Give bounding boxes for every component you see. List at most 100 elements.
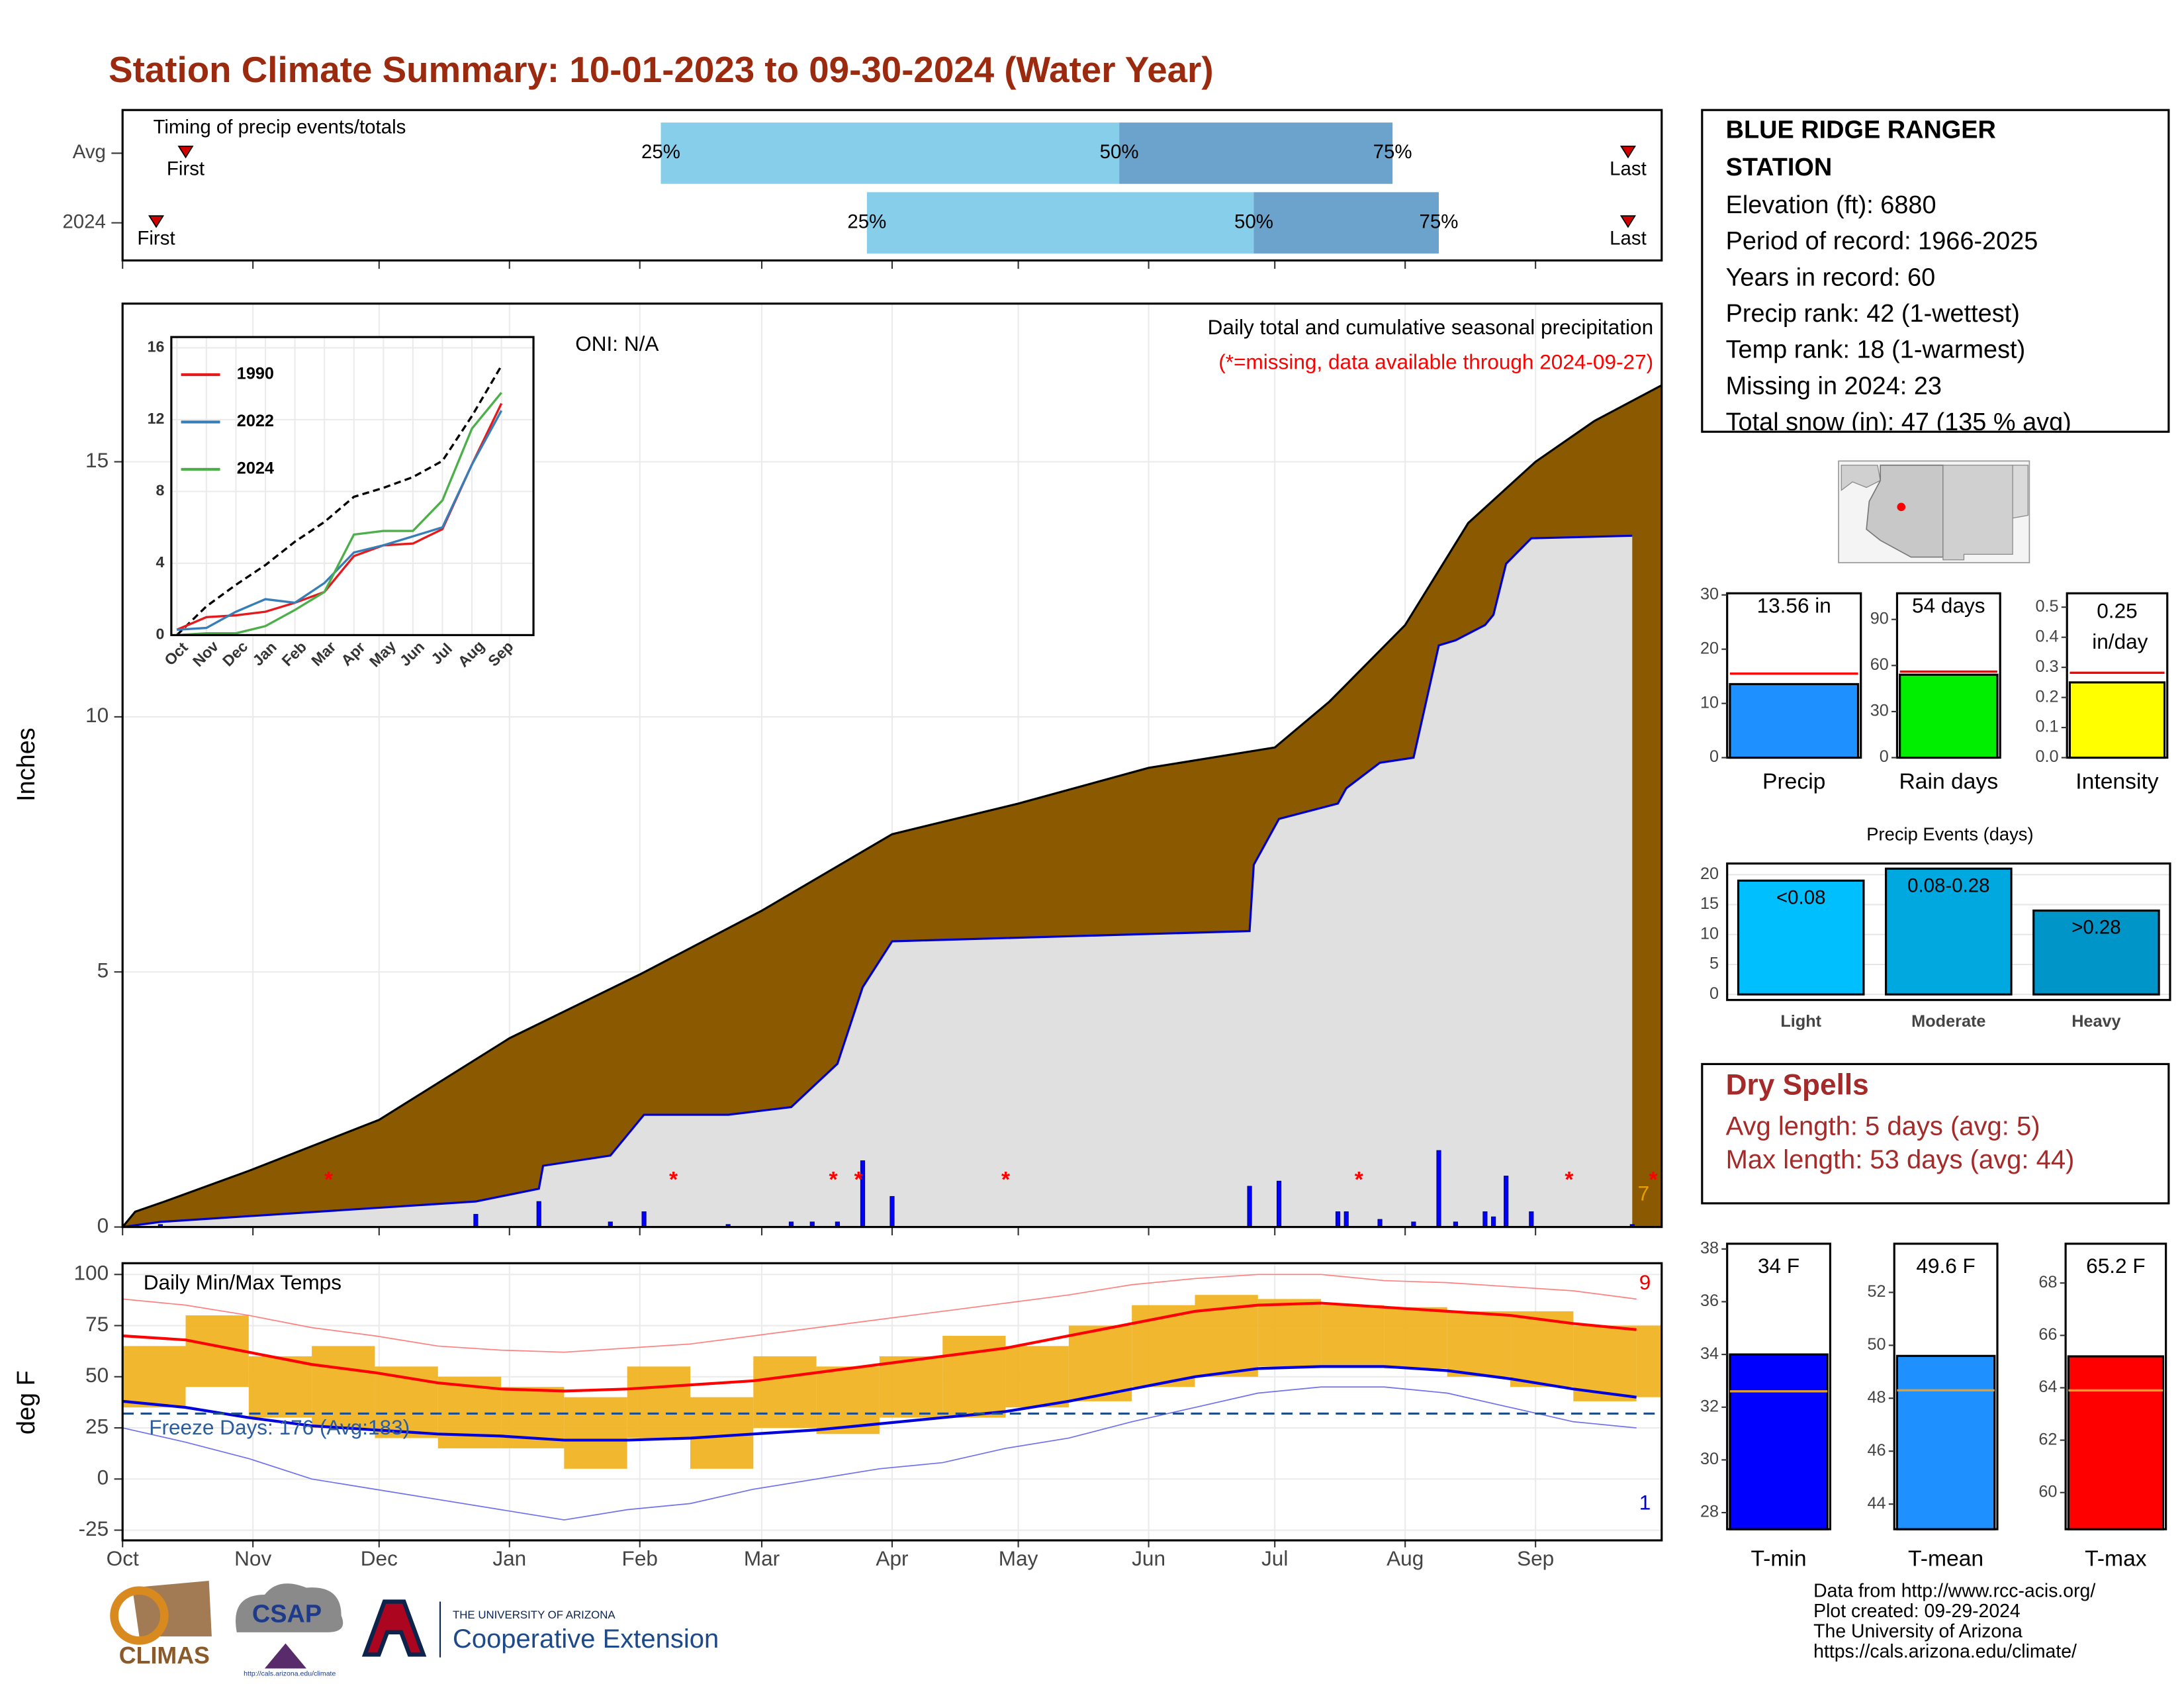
daily-bar [1377,1219,1383,1228]
chart-title: Daily Min/Max Temps [144,1270,341,1294]
info-line: Temp rank: 18 (1-warmest) [1725,336,2026,364]
daily-bar [1343,1211,1349,1228]
panel-frame [1726,862,2171,1002]
y-tick-label: 38 [1700,1239,1719,1257]
panel-frame [121,303,1663,1229]
dry-spells: Dry Spells Avg length: 5 days (avg: 5)Max… [1705,1064,2165,1178]
x-tick-label: May [366,637,399,670]
y-tick-label: 46 [1868,1441,1886,1460]
info-line: Precip rank: 42 (1-wettest) [1725,299,2020,328]
y-tick-label: 0.5 [2035,597,2058,616]
logos: CLIMAS CSAP http://cals.arizona.edu/clim… [110,1580,719,1678]
dry-spells-content: Dry Spells Avg length: 5 days (avg: 5) Max… [1705,1064,2165,1178]
daily-bar [1491,1216,1496,1228]
y-tick-label: 20 [1700,865,1719,883]
y-axis-label: Inches [13,727,40,802]
y-tick-label: 25 [85,1414,109,1438]
info-line: Missing in 2024: 23 [1725,371,1942,400]
panel-frame [121,1262,1663,1542]
info-line: Period of record: 1966-2025 [1725,226,2038,256]
footer-line: Data from http://www.rcc-acis.org/ [1813,1580,2095,1601]
missing-marker: * [669,1168,678,1192]
value-label: 0.25 in/day [2086,599,2148,653]
temp-range-bar [1636,1325,1662,1397]
daily-bar [1529,1211,1534,1228]
x-tick-label: Sep [484,637,516,669]
y-tick-label: 44 [1868,1494,1886,1513]
value-label: 49.6 F [1916,1254,1975,1278]
quantile-label: 25% [847,211,886,232]
y-tick-label: 10 [1700,924,1719,943]
bar-label: >0.28 [2071,917,2121,939]
legend-label: 2022 [237,412,274,430]
csap-url: http://cals.arizona.edu/climate [244,1670,336,1678]
x-tick-label: Jul [428,640,455,668]
daily-bar [641,1211,647,1228]
quantile-label: 25% [641,141,680,163]
y-tick-label: 0 [1709,747,1719,766]
x-tick-label: Feb [279,638,310,669]
y-tick-label: 30 [1700,585,1719,603]
y-tick-label: 48 [1868,1388,1886,1407]
climas-logo: CLIMAS [119,1642,210,1669]
missing-marker: * [829,1168,838,1192]
y-tick-label: 64 [2038,1378,2057,1396]
panel-frame [170,336,535,636]
temp-range-bar [248,1356,312,1418]
temp-range-bar [1005,1346,1069,1408]
panel-title: Timing of precip events/totals [154,116,406,138]
quantile-bar [866,192,1254,254]
footer-line: https://cals.arizona.edu/climate/ [1813,1641,2077,1662]
gauge-bar [2067,1355,2165,1530]
y-tick-label: 30 [1700,1450,1719,1468]
value-label: 54 days [1912,594,1985,618]
x-tick-label: Oct [161,638,191,669]
temp-range-bar [816,1366,880,1434]
y-tick-label: 52 [1868,1282,1886,1301]
temp-range-bar [1068,1325,1132,1401]
record-high-count: 9 [1639,1270,1651,1294]
gauge-label: Rain days [1899,769,1998,794]
x-tick-label: Apr [338,638,369,669]
x-tick-label: Jun [1132,1546,1165,1570]
y-tick-label: 30 [1870,702,1889,720]
daily-bar [536,1201,541,1228]
y-tick-label: 28 [1700,1503,1719,1521]
y-tick-label: 0 [1709,984,1719,1003]
average-line [176,365,503,636]
y-tick-label: 60 [1870,655,1889,674]
extension-name: Cooperative Extension [453,1624,719,1654]
y-tick-label: 0.0 [2035,747,2058,766]
temp-range-bar [564,1397,627,1469]
y-tick-label: 32 [1700,1397,1719,1415]
x-tick-label: Mar [308,638,339,669]
x-tick-label: Aug [1387,1546,1424,1570]
event-marker [1619,146,1636,159]
y-tick-label: 16 [148,338,165,355]
event-label: Last [1610,228,1647,250]
y-tick-label: 5 [1709,955,1719,973]
temp-range-bar [627,1366,690,1438]
y-tick-label: 36 [1700,1291,1719,1310]
record-max-line [122,1274,1637,1353]
y-tick-label: 4 [156,553,164,571]
missing-marker: * [1355,1168,1364,1192]
temp-range-bar [1384,1307,1447,1369]
series-line [177,392,502,637]
quantile-label: 75% [1373,141,1412,163]
university-name: THE UNIVERSITY OF ARIZONA [453,1609,615,1621]
row-label: Avg [73,141,106,163]
legend-label: 1990 [237,365,274,383]
daily-bar [1276,1180,1282,1228]
dry-spell-line: Max length: 53 days (avg: 44) [1725,1146,2075,1176]
x-tick-label: Jan [249,638,280,669]
footer-line: Plot created: 09-29-2024 [1813,1601,2021,1622]
missing-marker: * [1001,1168,1011,1192]
daily-bar [1504,1176,1509,1228]
avg-max-line [122,1301,1637,1393]
chart-title: Precip Events (days) [1866,824,2033,845]
y-tick-label: 15 [85,448,109,472]
event-marker [1619,215,1636,228]
